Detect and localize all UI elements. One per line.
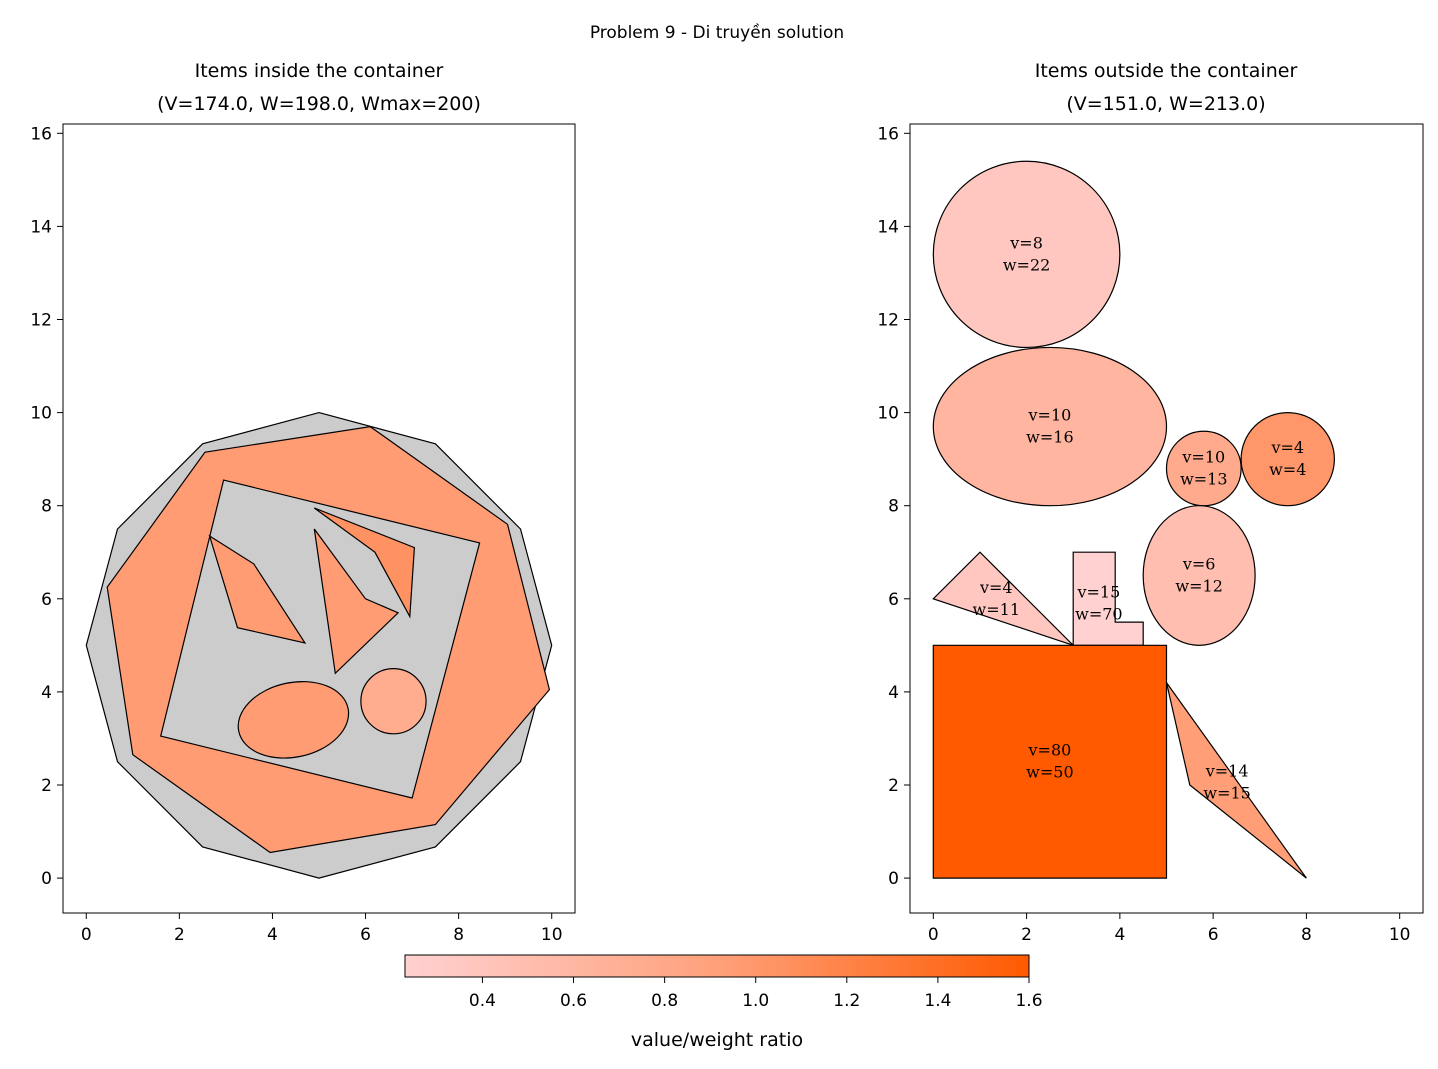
outside-xtick-label: 6 — [1208, 925, 1219, 945]
inside-ytick-label: 12 — [30, 311, 52, 331]
outside-item-weight-label: w=15 — [1203, 784, 1250, 803]
panel-outside-axes-frame — [909, 123, 1424, 914]
outside-xtick-label: 2 — [1021, 925, 1032, 945]
inside-item-polygon — [313, 528, 400, 675]
outside-item-ellipse — [1240, 412, 1335, 507]
outside-item-value-label: v=10 — [1181, 447, 1225, 466]
outside-xtick-label: 0 — [928, 925, 939, 945]
colorbar-gradient — [404, 954, 1030, 978]
outside-ytick-label: 12 — [877, 311, 899, 331]
inside-xtick-label: 2 — [174, 925, 185, 945]
outside-item-polygon — [932, 551, 1074, 646]
outside-xtick-label: 10 — [1389, 925, 1411, 945]
outside-item-value-label: v=80 — [1028, 741, 1072, 760]
colorbar-ticks: 0.4 0.6 0.8 1.0 1.2 1.4 1.6 — [469, 977, 1043, 1011]
outside-item-value-label: v=4 — [979, 578, 1013, 597]
outside-item-value-label: v=4 — [1270, 438, 1304, 457]
panel-outside: Items outside the container (V=151.0, W=… — [877, 60, 1424, 945]
outside-ytick-label: 6 — [888, 590, 899, 610]
colorbar-tick-label: 0.4 — [469, 991, 496, 1011]
inside-ytick-label: 6 — [41, 590, 52, 610]
outside-item-weight-label: w=12 — [1175, 577, 1222, 596]
outside-ytick-label: 10 — [877, 404, 899, 424]
panel-inside-title-line2: (V=174.0, W=198.0, Wmax=200) — [157, 93, 481, 115]
outside-item-weight-label: w=50 — [1026, 763, 1073, 782]
outside-ytick-label: 2 — [888, 776, 899, 796]
outside-xtick-label: 8 — [1301, 925, 1312, 945]
colorbar-tick-label: 1.4 — [924, 991, 951, 1011]
outside-ytick-label: 8 — [888, 497, 899, 517]
outside-xtick-label: 4 — [1114, 925, 1125, 945]
outside-item-weight-label: w=4 — [1269, 460, 1306, 479]
outside-item-value-label: v=6 — [1182, 555, 1216, 574]
outside-item-value-label: v=15 — [1076, 582, 1120, 601]
outside-item-weight-label: w=11 — [973, 600, 1020, 619]
inside-ytick-label: 2 — [41, 776, 52, 796]
inside-xtick-label: 0 — [81, 925, 92, 945]
panel-inside-ticks: 0 2 4 6 8 10 0 2 4 6 8 10 12 14 16 — [30, 124, 562, 945]
colorbar-tick-label: 1.2 — [833, 991, 860, 1011]
inside-ytick-label: 16 — [30, 124, 52, 144]
colorbar-label: value/weight ratio — [631, 1029, 803, 1051]
outside-item-ellipse — [1165, 430, 1242, 507]
inside-ytick-label: 0 — [41, 869, 52, 889]
outside-item-value-label: v=10 — [1028, 406, 1072, 425]
colorbar-tick-label: 1.0 — [742, 991, 769, 1011]
colorbar-tick-label: 0.6 — [560, 991, 587, 1011]
outside-item-weight-label: w=13 — [1180, 469, 1227, 488]
outside-ytick-label: 14 — [877, 217, 899, 237]
panel-outside-title-line1: Items outside the container — [1035, 60, 1298, 82]
outside-item-value-label: v=14 — [1205, 762, 1249, 781]
figure-title: Problem 9 - Di truyền solution — [590, 22, 844, 43]
panel-outside-labels: v=8 w=22 v=10 w=16 v=10 w=13 v=4 w=4 v=6 w=12 v=4 w… — [973, 233, 1307, 802]
outside-item-ellipse — [932, 160, 1121, 349]
outside-ytick-label: 0 — [888, 869, 899, 889]
panel-inside-shapes — [85, 411, 553, 879]
inside-ytick-label: 10 — [30, 404, 52, 424]
inside-ytick-label: 8 — [41, 497, 52, 517]
inside-xtick-label: 10 — [541, 925, 563, 945]
inside-item-polygon — [313, 507, 416, 619]
outside-item-weight-label: w=22 — [1003, 255, 1050, 274]
outside-item-ellipse — [1142, 505, 1256, 646]
inside-xtick-label: 6 — [360, 925, 371, 945]
outside-item-weight-label: w=16 — [1026, 428, 1073, 447]
outside-ytick-label: 4 — [888, 683, 899, 703]
panel-outside-shapes — [932, 160, 1335, 879]
panel-inside: Items inside the container (V=174.0, W=1… — [30, 60, 576, 945]
outside-item-polygon — [1165, 682, 1307, 879]
colorbar: 0.4 0.6 0.8 1.0 1.2 1.4 1.6 value/weight ratio — [404, 954, 1043, 1051]
inside-item-ellipse — [237, 680, 350, 759]
inside-item-polygon — [208, 534, 307, 644]
inside-item-ellipse — [360, 668, 427, 735]
outside-item-ellipse — [932, 346, 1168, 507]
outside-item-value-label: v=8 — [1009, 233, 1043, 252]
outside-item-weight-label: w=70 — [1075, 604, 1122, 623]
colorbar-tick-label: 1.6 — [1015, 991, 1042, 1011]
outside-ytick-label: 16 — [877, 124, 899, 144]
inside-xtick-label: 8 — [453, 925, 464, 945]
panel-outside-ticks: 0 2 4 6 8 10 0 2 4 6 8 10 12 14 16 — [877, 124, 1410, 945]
inside-xtick-label: 4 — [267, 925, 278, 945]
panel-outside-title-line2: (V=151.0, W=213.0) — [1066, 93, 1265, 115]
outside-item-polygon — [932, 644, 1168, 879]
panel-inside-axes-frame — [62, 123, 576, 914]
inside-ytick-label: 14 — [30, 217, 52, 237]
panel-inside-title-line1: Items inside the container — [195, 60, 444, 82]
inside-ytick-label: 4 — [41, 683, 52, 703]
colorbar-tick-label: 0.8 — [651, 991, 678, 1011]
